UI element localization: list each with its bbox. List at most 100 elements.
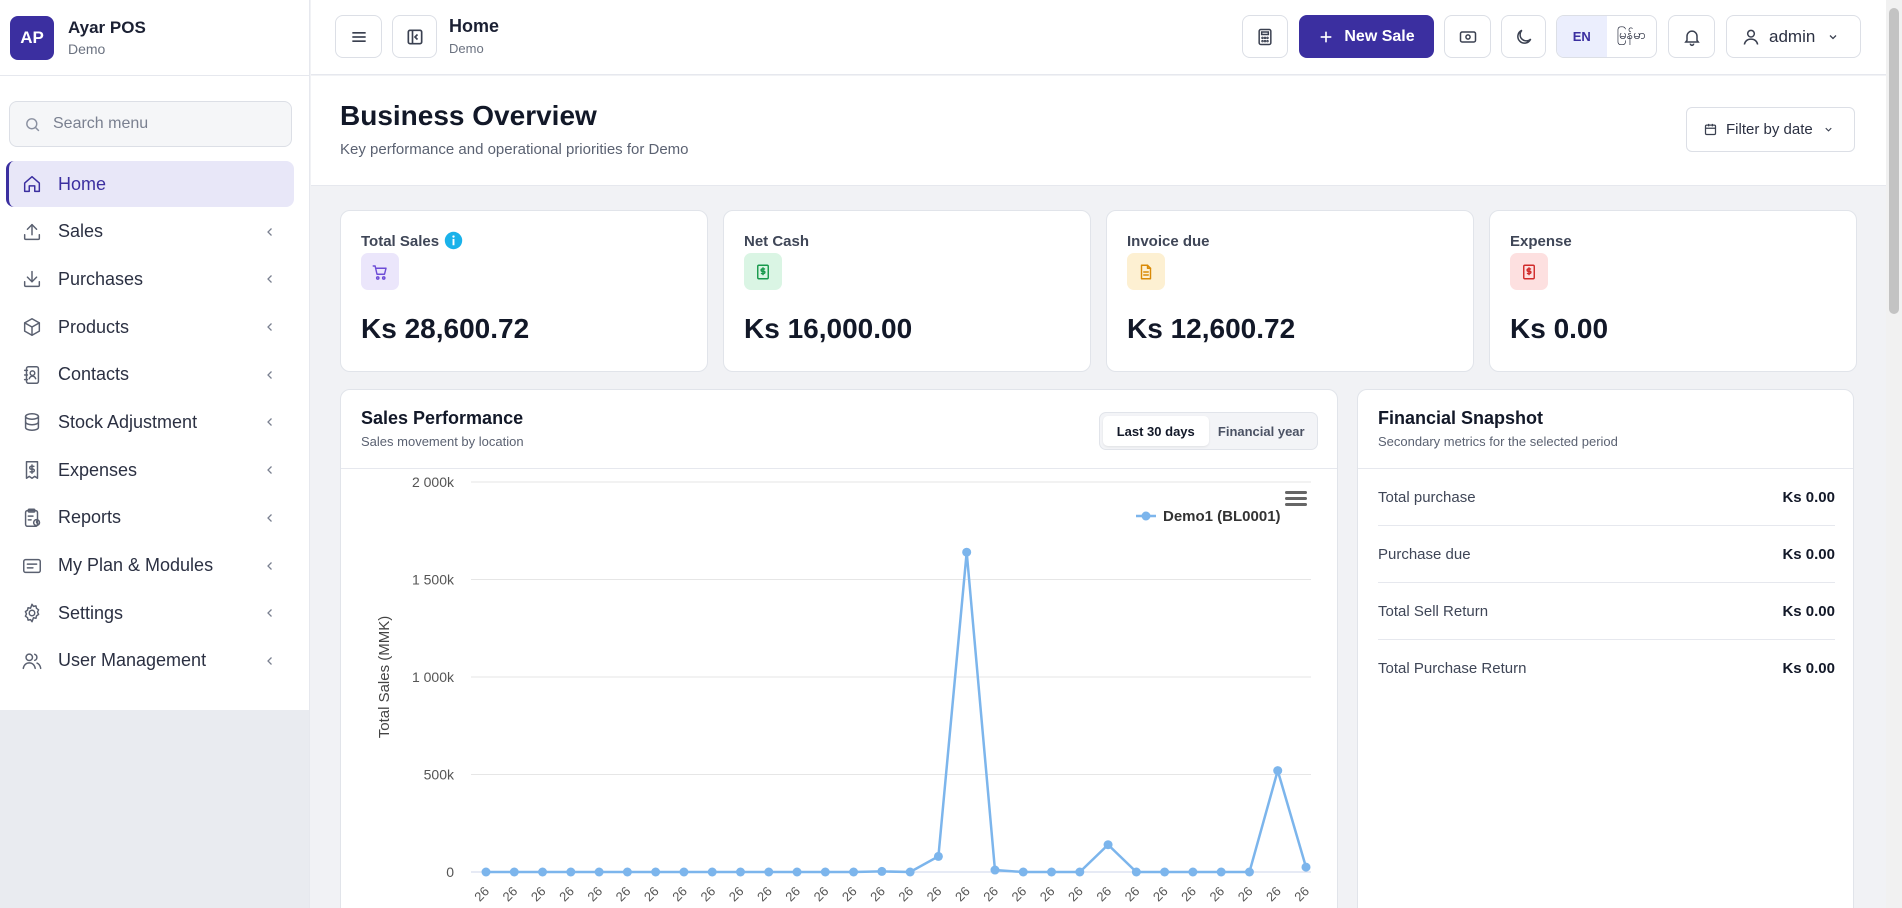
snapshot-row: Purchase due Ks 0.00	[1378, 526, 1835, 583]
x-tick-label: 26	[980, 884, 1001, 905]
snapshot-label: Total Sell Return	[1378, 602, 1489, 620]
page-subtitle: Key performance and operational prioriti…	[340, 141, 689, 158]
snapshot-value: Ks 0.00	[1782, 488, 1835, 506]
sidebar-item-label: Purchases	[58, 268, 144, 289]
info-icon[interactable]	[444, 231, 463, 250]
database-icon	[24, 413, 40, 432]
sidebar-item-contacts[interactable]: Contacts	[6, 352, 294, 398]
data-point	[735, 867, 745, 877]
sidebar-item-products[interactable]: Products	[6, 304, 294, 350]
contacts-icon	[23, 365, 40, 384]
tab-financial-year[interactable]: Financial year	[1217, 423, 1305, 439]
snapshot-value: Ks 0.00	[1782, 660, 1835, 677]
x-tick-label: 26	[697, 884, 718, 905]
snapshot-value: Ks 0.00	[1782, 545, 1835, 563]
x-tick-label: 26	[782, 884, 803, 905]
x-tick-label: 26	[528, 884, 549, 905]
snapshot-row: Total Sell Return Ks 0.00	[1378, 583, 1835, 640]
lang-en-button[interactable]: EN	[1557, 16, 1607, 57]
sidebar-item-label: User Management	[58, 650, 207, 671]
cash-button[interactable]	[1444, 15, 1491, 58]
series-line	[486, 552, 1308, 874]
sidebar-item-my-plan-modules[interactable]: My Plan & Modules	[6, 543, 294, 589]
theme-toggle-button[interactable]	[1501, 15, 1546, 58]
x-tick-label: 26	[500, 884, 521, 905]
stat-label: Invoice due	[1127, 233, 1210, 250]
sidebar-item-expenses[interactable]: Expenses	[6, 447, 294, 493]
sidebar-item-label: My Plan & Modules	[58, 555, 214, 575]
expense-card: Expense Ks 0.00	[1489, 210, 1857, 372]
snapshot-subtitle: Secondary metrics for the selected perio…	[1378, 434, 1618, 449]
sidebar-item-stock-adjustment[interactable]: Stock Adjustment	[6, 399, 294, 445]
data-point	[594, 867, 604, 877]
divider	[341, 468, 1337, 469]
users-icon	[22, 653, 42, 669]
calculator-button[interactable]	[1242, 15, 1288, 58]
data-point	[1273, 766, 1283, 776]
topbar: Home Demo New Sale EN မြန်မာ admin	[311, 0, 1886, 75]
search-input[interactable]	[53, 115, 273, 133]
user-icon	[1743, 29, 1759, 45]
brand-name: Ayar POS	[68, 18, 146, 37]
upload-icon	[23, 223, 41, 240]
data-point	[764, 867, 774, 877]
chevron-left-icon	[267, 418, 272, 427]
sidebar-background	[0, 710, 310, 908]
sidebar-item-label: Home	[58, 173, 107, 194]
chevron-left-icon	[267, 609, 272, 618]
new-sale-button[interactable]: New Sale	[1299, 15, 1434, 58]
x-tick-label: 26	[1009, 884, 1030, 905]
x-tick-label: 26	[1178, 884, 1199, 905]
sales-performance-card: Sales Performance Sales movement by loca…	[340, 389, 1338, 908]
y-tick-label: 500k	[424, 767, 455, 783]
menu-toggle-button[interactable]	[335, 15, 382, 58]
collapse-sidebar-button[interactable]	[392, 15, 437, 58]
stat-icon-badge	[744, 253, 782, 290]
scrollbar-thumb[interactable]	[1889, 8, 1899, 314]
x-tick-label: 26	[584, 884, 605, 905]
y-tick-label: 1 500k	[412, 572, 455, 588]
stat-icon-badge	[1510, 253, 1548, 290]
brand-subtitle: Demo	[68, 41, 106, 57]
receipt-icon	[25, 461, 39, 480]
sidebar-item-home[interactable]: Home	[6, 161, 294, 207]
sidebar-item-reports[interactable]: Reports	[6, 495, 294, 541]
list-icon	[23, 558, 41, 573]
chevron-left-icon	[267, 227, 272, 236]
sidebar-item-purchases[interactable]: Purchases	[6, 256, 294, 302]
sidebar-item-label: Settings	[58, 602, 124, 623]
data-point	[792, 867, 802, 877]
data-point	[905, 867, 915, 877]
data-point	[1131, 867, 1141, 877]
plus-icon	[1321, 31, 1332, 42]
user-menu-button[interactable]: admin	[1726, 15, 1861, 58]
page-header-subtitle: Demo	[449, 41, 484, 56]
sidebar-item-settings[interactable]: Settings	[6, 590, 294, 636]
export-menu-icon-bar	[1285, 497, 1307, 500]
download-icon	[23, 271, 41, 288]
brand[interactable]: AP Ayar POS Demo	[0, 0, 309, 76]
cash-receipt-icon	[757, 264, 769, 279]
data-point	[820, 867, 830, 877]
chevron-left-icon	[267, 513, 272, 522]
x-tick-label: 26	[1093, 884, 1114, 905]
sidebar-item-user-management[interactable]: User Management	[6, 638, 294, 684]
x-tick-label: 26	[641, 884, 662, 905]
data-point	[962, 547, 972, 557]
x-tick-label: 26	[1150, 884, 1171, 905]
net-cash-card: Net Cash Ks 16,000.00	[723, 210, 1091, 372]
y-tick-label: 0	[446, 864, 454, 880]
sidebar-item-label: Stock Adjustment	[58, 411, 198, 432]
lang-my-button[interactable]: မြန်မာ	[1616, 27, 1646, 42]
hamburger-icon	[351, 31, 366, 42]
x-tick-label: 26	[669, 884, 690, 905]
x-tick-label: 26	[1065, 884, 1086, 905]
data-point	[1075, 867, 1085, 877]
filter-by-date-button[interactable]: Filter by date	[1686, 107, 1855, 152]
tab-last-30-days[interactable]: Last 30 days	[1103, 416, 1209, 446]
sidebar-collapse-icon	[407, 29, 422, 44]
sidebar-item-sales[interactable]: Sales	[6, 209, 294, 255]
notifications-button[interactable]	[1668, 15, 1715, 58]
gear-icon	[24, 603, 40, 623]
chevron-left-icon	[267, 370, 272, 379]
